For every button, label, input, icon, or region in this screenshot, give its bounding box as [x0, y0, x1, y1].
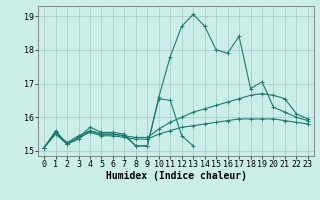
X-axis label: Humidex (Indice chaleur): Humidex (Indice chaleur) — [106, 171, 246, 181]
